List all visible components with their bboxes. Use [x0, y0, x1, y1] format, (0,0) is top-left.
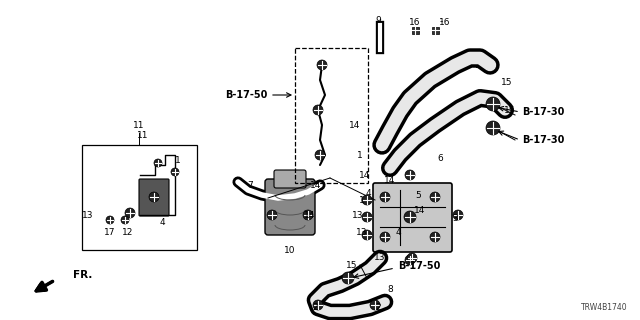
Text: 10: 10: [284, 245, 296, 254]
Circle shape: [362, 195, 372, 205]
Text: 14: 14: [414, 205, 426, 214]
Text: 1: 1: [359, 196, 365, 204]
Text: 12: 12: [122, 228, 134, 236]
Circle shape: [154, 159, 162, 167]
Circle shape: [121, 216, 129, 224]
Circle shape: [430, 192, 440, 202]
Circle shape: [405, 170, 415, 180]
Text: 2: 2: [312, 303, 318, 313]
Text: 1: 1: [175, 156, 181, 164]
Bar: [412, 27, 419, 34]
Text: 2: 2: [375, 303, 381, 313]
Bar: [82, 145, 197, 250]
Text: 4: 4: [365, 188, 371, 197]
Circle shape: [313, 300, 323, 310]
Text: 14: 14: [304, 211, 316, 220]
Text: 1: 1: [357, 150, 363, 159]
Text: 6: 6: [437, 154, 443, 163]
Bar: [295, 48, 368, 183]
Circle shape: [486, 121, 500, 135]
Text: 15: 15: [346, 260, 358, 269]
Text: 14: 14: [310, 180, 322, 189]
Text: 7: 7: [247, 180, 253, 189]
Circle shape: [430, 232, 440, 242]
FancyBboxPatch shape: [139, 179, 169, 216]
Circle shape: [453, 210, 463, 220]
Text: 4: 4: [159, 218, 165, 227]
Circle shape: [486, 97, 500, 111]
Text: 16: 16: [409, 18, 420, 27]
Text: B-17-50: B-17-50: [398, 261, 440, 271]
FancyBboxPatch shape: [265, 179, 315, 235]
Circle shape: [303, 210, 313, 220]
Text: 13: 13: [356, 228, 368, 236]
Text: B-17-30: B-17-30: [522, 107, 564, 117]
Text: -: -: [440, 18, 443, 27]
Text: 17: 17: [104, 228, 116, 236]
Circle shape: [317, 60, 327, 70]
Text: 14: 14: [359, 171, 371, 180]
Circle shape: [404, 211, 416, 223]
FancyBboxPatch shape: [373, 183, 452, 252]
Circle shape: [106, 216, 114, 224]
Text: 4: 4: [395, 228, 401, 236]
Text: 5: 5: [415, 190, 421, 199]
Text: 11: 11: [133, 121, 145, 130]
Circle shape: [313, 105, 323, 115]
Text: 14: 14: [349, 121, 361, 130]
Text: 13: 13: [83, 211, 93, 220]
Circle shape: [405, 255, 415, 265]
Circle shape: [149, 192, 159, 202]
Text: 16: 16: [439, 18, 451, 27]
Circle shape: [362, 212, 372, 222]
Text: 15: 15: [504, 106, 516, 115]
Text: 8: 8: [387, 285, 393, 294]
Circle shape: [171, 168, 179, 176]
Circle shape: [125, 208, 135, 218]
FancyBboxPatch shape: [274, 170, 306, 188]
Text: 11: 11: [137, 131, 148, 140]
Circle shape: [407, 253, 417, 263]
Text: 14: 14: [384, 175, 396, 185]
Circle shape: [370, 300, 380, 310]
Circle shape: [380, 232, 390, 242]
Text: 9: 9: [375, 15, 381, 25]
Circle shape: [380, 192, 390, 202]
Text: B-17-30: B-17-30: [522, 135, 564, 145]
Text: 15: 15: [501, 77, 513, 86]
Bar: [431, 27, 438, 34]
Circle shape: [267, 210, 277, 220]
Text: 13: 13: [374, 253, 386, 262]
Text: 13: 13: [352, 211, 364, 220]
Circle shape: [342, 272, 354, 284]
Text: TRW4B1740: TRW4B1740: [581, 303, 628, 312]
Text: FR.: FR.: [73, 270, 92, 280]
Circle shape: [362, 230, 372, 240]
Circle shape: [315, 150, 325, 160]
Text: 3: 3: [452, 213, 458, 222]
Text: B-17-50: B-17-50: [225, 90, 267, 100]
